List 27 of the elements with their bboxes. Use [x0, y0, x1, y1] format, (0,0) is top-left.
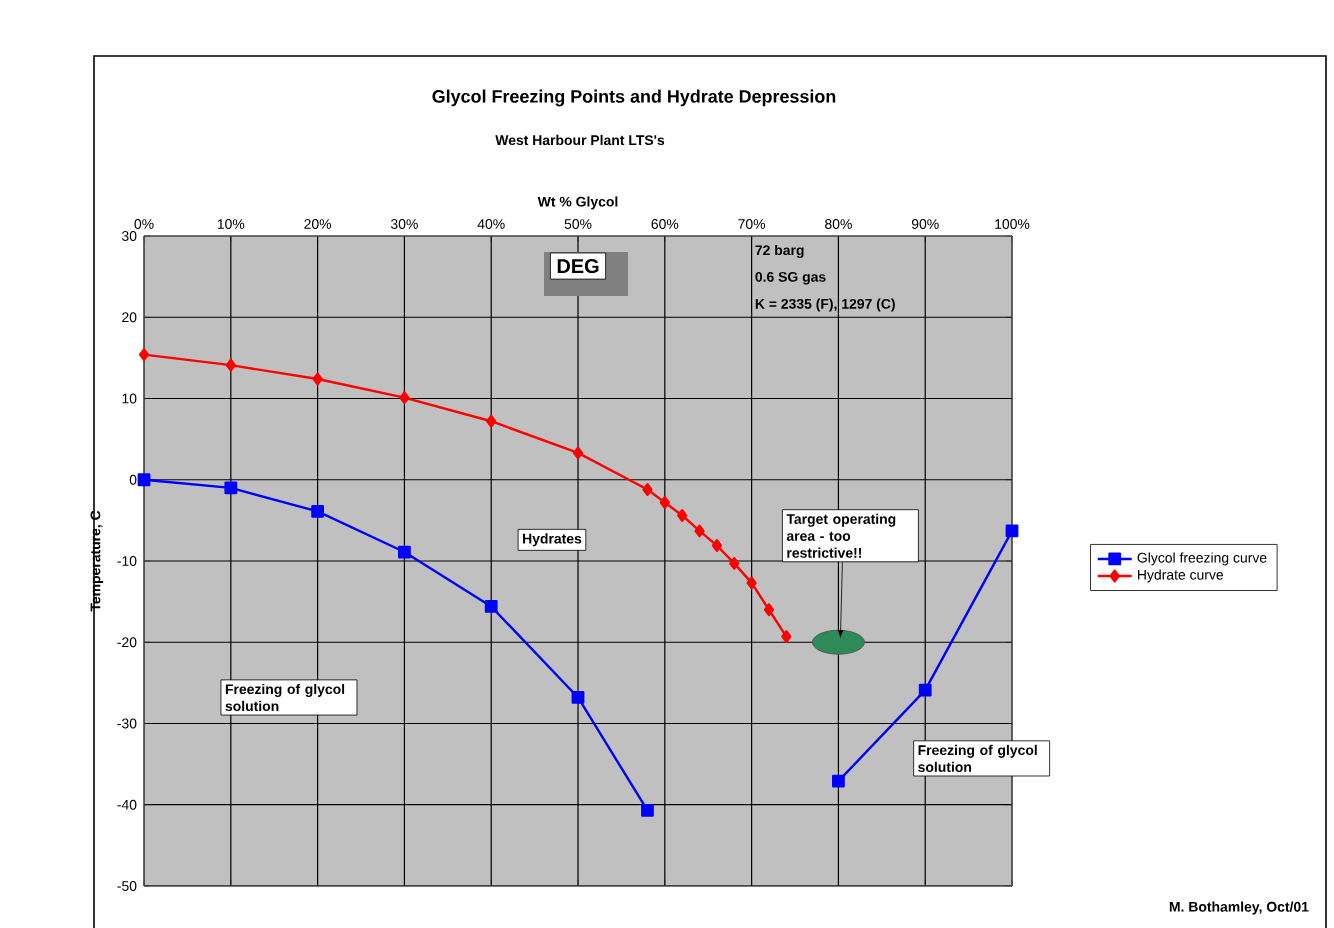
point	[659, 496, 670, 509]
point	[484, 600, 498, 613]
point	[486, 414, 497, 428]
point	[641, 804, 654, 817]
point	[711, 539, 722, 552]
point	[1005, 524, 1019, 538]
point	[224, 481, 238, 495]
point	[832, 774, 845, 788]
point	[138, 348, 150, 362]
point	[746, 576, 757, 590]
point	[399, 391, 410, 405]
point	[137, 473, 151, 487]
point	[311, 505, 325, 518]
point	[572, 446, 584, 460]
point	[763, 603, 775, 617]
chart-title: Glycol Freezing Points and Hydrate Depression	[432, 89, 836, 107]
point	[677, 509, 688, 522]
point	[398, 545, 411, 559]
point	[642, 483, 653, 496]
point	[918, 683, 932, 697]
point	[225, 358, 236, 372]
annotation: DEG	[557, 259, 599, 274]
point	[571, 691, 585, 704]
point	[781, 630, 792, 643]
point	[729, 557, 740, 570]
point	[694, 524, 705, 538]
point	[312, 372, 323, 386]
